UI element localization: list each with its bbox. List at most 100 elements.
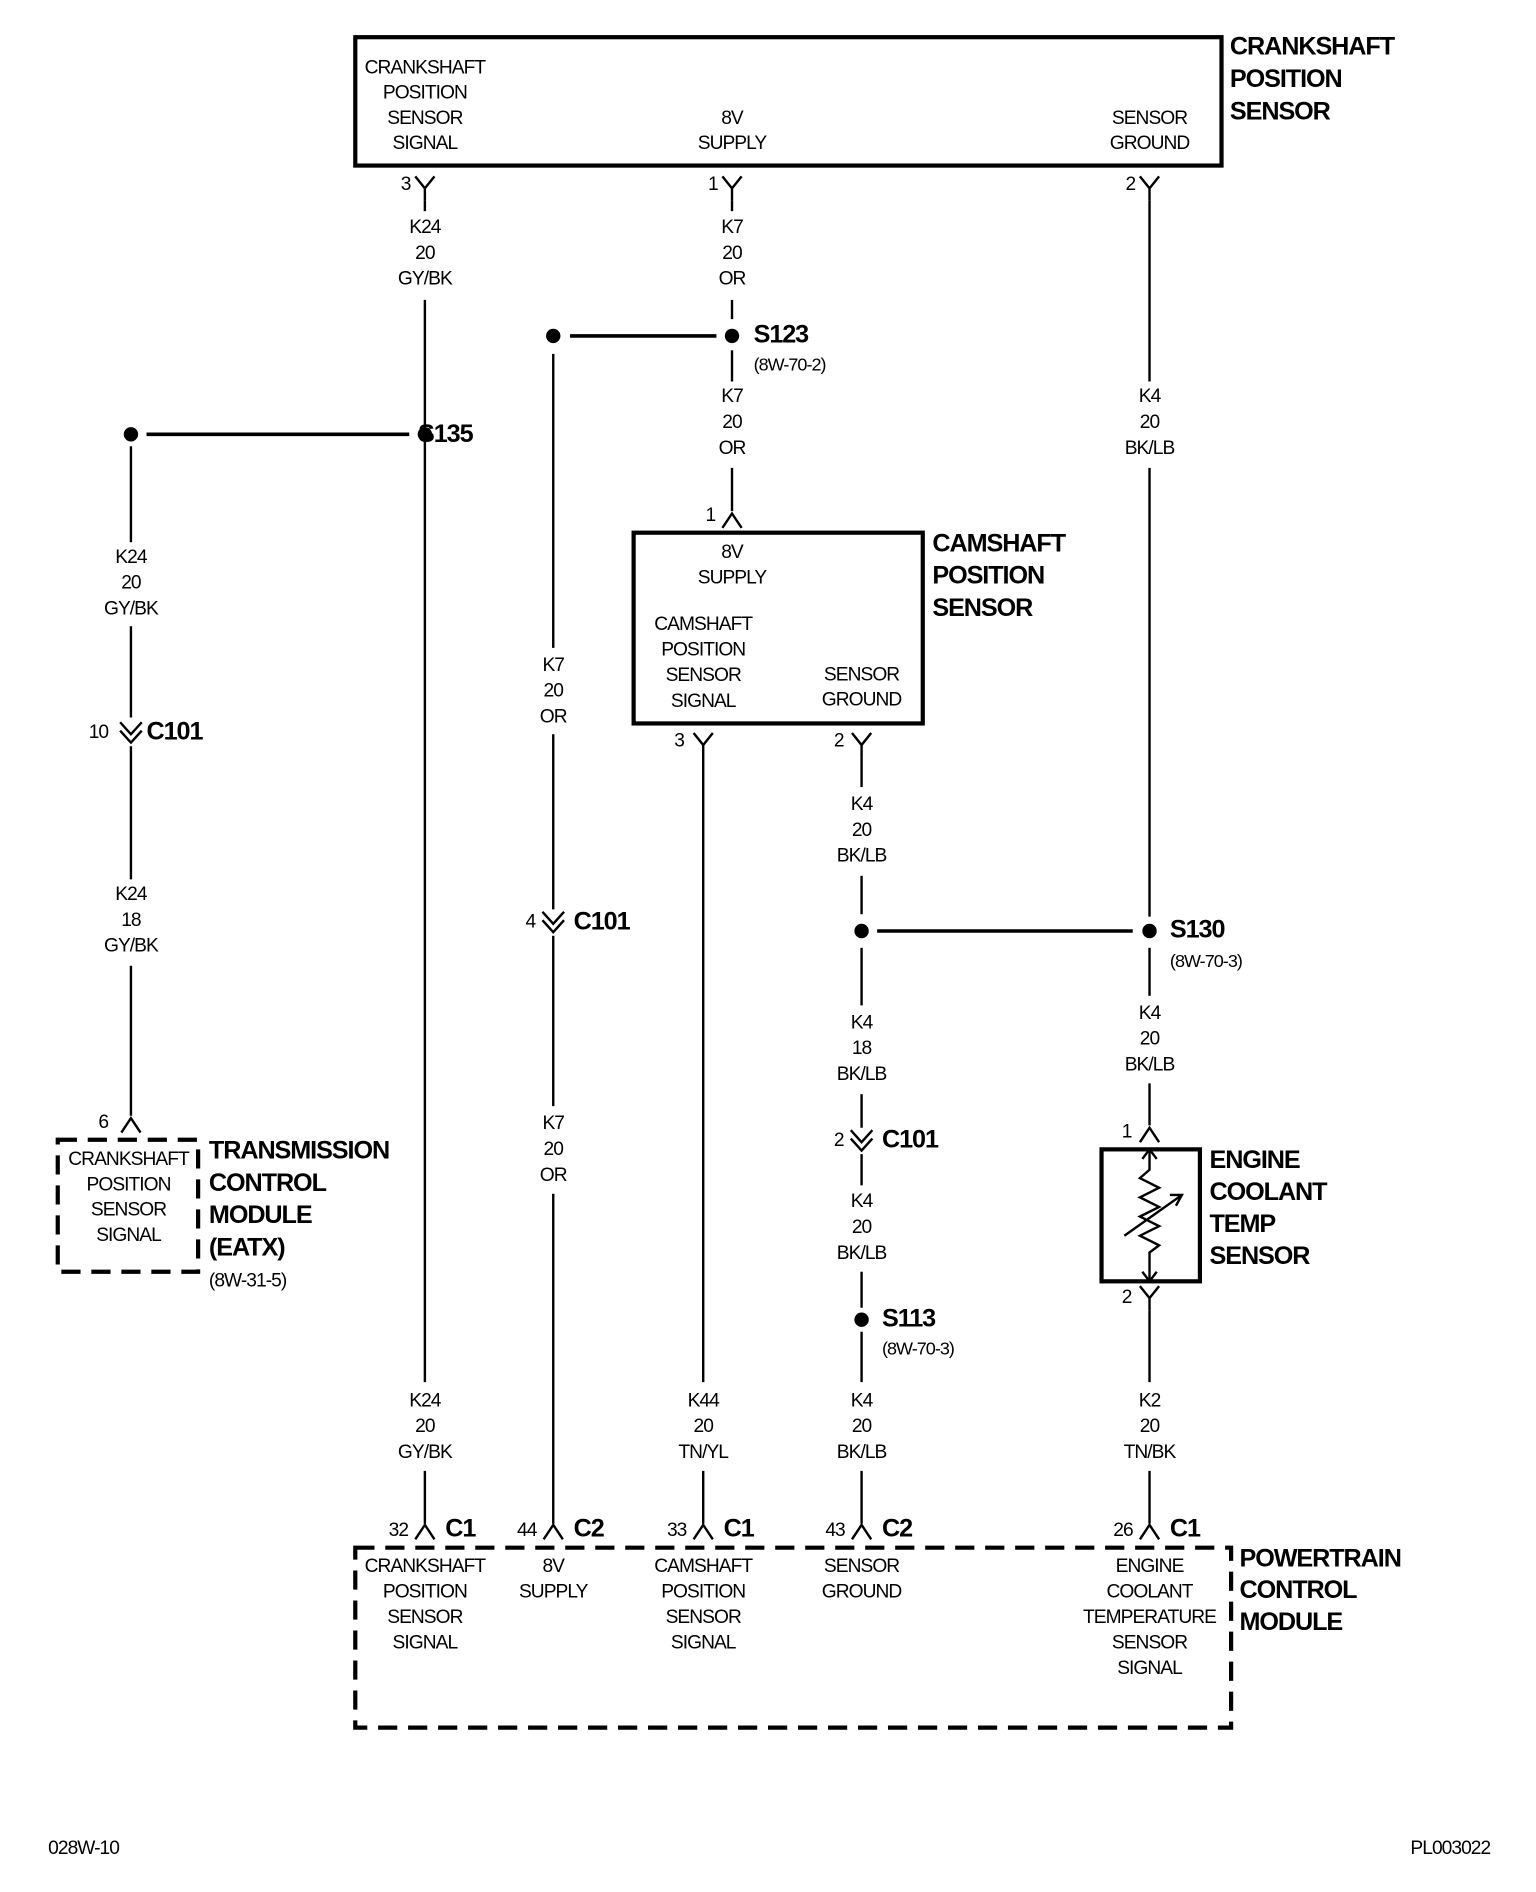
pcm-pin-label: SIGNAL: [1117, 1658, 1183, 1679]
inline-connector-label: C101: [882, 1126, 939, 1154]
camshaft-sensor-title: POSITION: [932, 562, 1044, 590]
pcm-pin-label: SIGNAL: [671, 1633, 737, 1654]
tcm-title: CONTROL: [209, 1169, 327, 1197]
wire-circuit: K7: [721, 386, 743, 407]
ect-sensor-title: ENGINE: [1210, 1146, 1300, 1174]
connector-label: C2: [574, 1514, 604, 1542]
connector-pin-icon: [1138, 1285, 1161, 1311]
tcm-ref: (8W-31-5): [209, 1270, 287, 1291]
ect-sensor-title: COOLANT: [1210, 1178, 1329, 1206]
pin-number: 43: [825, 1520, 845, 1541]
labels: CRANKSHAFT POSITION SENSOR CRANKSHAFT POSITI…: [48, 33, 1491, 1859]
pcm-pin-label: POSITION: [661, 1581, 745, 1602]
wire-gauge: 20: [544, 1139, 564, 1160]
cam-ground-label: GROUND: [822, 690, 902, 711]
wire-circuit: K7: [542, 655, 564, 676]
connector-pin-icon: [1138, 1125, 1161, 1143]
wire-color: GY/BK: [104, 599, 159, 620]
splice-s123: [724, 328, 740, 344]
wire-color: GY/BK: [398, 1442, 453, 1463]
pcm-connector-pin-icon: [1138, 1522, 1161, 1540]
pcm-pin-label: GROUND: [822, 1581, 902, 1602]
pin-number: 1: [708, 174, 718, 195]
cam-supply-label: 8V: [721, 542, 744, 563]
plate-number: PL003022: [1410, 1838, 1490, 1859]
thermistor-icon: [1137, 1149, 1162, 1282]
crank-supply-label: SUPPLY: [698, 133, 768, 154]
pin-number: 2: [834, 731, 844, 752]
wire-gauge: 20: [722, 412, 742, 433]
tcm-signal-label: CRANKSHAFT: [68, 1149, 190, 1170]
crankshaft-sensor-title: POSITION: [1230, 65, 1342, 93]
pcm-pin-label: SENSOR: [387, 1607, 462, 1628]
crank-signal-label: SIGNAL: [393, 133, 459, 154]
pin-number: 2: [1125, 174, 1135, 195]
splice-s113: [854, 1312, 869, 1327]
pcm-pin-label: CRANKSHAFT: [365, 1556, 487, 1577]
pcm-connector-pin-icon: [542, 1522, 564, 1540]
pcm-pin-label: SIGNAL: [393, 1633, 459, 1654]
wire-color: BK/LB: [837, 1243, 887, 1264]
cam-signal-label: POSITION: [661, 640, 745, 661]
splice-dot: [546, 328, 561, 344]
camshaft-sensor-title: SENSOR: [932, 594, 1033, 622]
tcm-box: [55, 1137, 201, 1274]
wire-gauge: 20: [1140, 1029, 1160, 1050]
wire-color: BK/LB: [1125, 1054, 1175, 1075]
wire-gauge: 18: [852, 1038, 872, 1059]
wire-color: OR: [540, 1165, 567, 1186]
pcm-title: MODULE: [1240, 1608, 1343, 1636]
wire-gauge: 20: [415, 1416, 435, 1437]
pin-number: 26: [1113, 1520, 1133, 1541]
pcm-pin-label: COOLANT: [1106, 1581, 1193, 1602]
tcm-title: (EATX): [209, 1234, 285, 1262]
wire-circuit: K24: [409, 1390, 442, 1411]
pcm-pin-label: CAMSHAFT: [654, 1556, 753, 1577]
splice-ref: (8W-70-2): [754, 355, 826, 375]
inline-connector-label: C101: [147, 718, 204, 746]
splice-label: S130: [1170, 916, 1225, 944]
pin-number: 32: [389, 1520, 409, 1541]
connector-pin-icon: [120, 1116, 142, 1134]
pcm-pin-label: SENSOR: [824, 1556, 899, 1577]
splice-label: S113: [882, 1304, 936, 1332]
splice-s135: [417, 427, 433, 442]
pcm-connector-pin-icon: [414, 1522, 436, 1540]
connector-label: C1: [1170, 1514, 1201, 1542]
wire-circuit: K4: [851, 1390, 874, 1411]
cam-signal-label: CAMSHAFT: [654, 614, 753, 635]
thermistor-arrowheads-icon: [1141, 1147, 1158, 1284]
splice-ref: (8W-70-3): [1170, 951, 1242, 971]
pcm-pin-label: ENGINE: [1116, 1556, 1184, 1577]
crank-signal-label: CRANKSHAFT: [365, 57, 487, 78]
inline-connector-icon: [541, 911, 565, 934]
pin-number: 2: [1122, 1287, 1132, 1308]
wire-gauge: 20: [1140, 1416, 1160, 1437]
crank-ground-label: GROUND: [1110, 133, 1190, 154]
pin-number: 2: [834, 1130, 844, 1151]
pcm-connector-pin-icon: [692, 1522, 714, 1540]
wire-circuit: K7: [542, 1113, 564, 1134]
pcm-connector-pin-icon: [850, 1522, 873, 1540]
wire-color: BK/LB: [1125, 438, 1175, 459]
wire-circuit: K4: [851, 1012, 874, 1033]
wire-color: GY/BK: [104, 936, 159, 957]
pcm-box: [353, 1545, 1234, 1730]
wire-gauge: 20: [1140, 412, 1160, 433]
splice-ref: (8W-70-3): [882, 1338, 954, 1358]
wire-color: BK/LB: [837, 1442, 887, 1463]
camshaft-sensor-box: [631, 530, 925, 726]
crankshaft-sensor-title: CRANKSHAFT: [1230, 33, 1396, 61]
cam-supply-label: SUPPLY: [698, 567, 768, 588]
tcm-title: TRANSMISSION: [209, 1136, 389, 1164]
variable-arrow-icon: [1123, 1193, 1184, 1237]
splice-dot: [854, 923, 869, 939]
ect-sensor-title: TEMP: [1210, 1210, 1276, 1238]
wire-gauge: 20: [693, 1416, 713, 1437]
tcm-signal-label: POSITION: [87, 1174, 171, 1195]
pcm-pin-label: POSITION: [383, 1581, 467, 1602]
wire-color: OR: [719, 269, 746, 290]
wire-gauge: 20: [722, 243, 742, 264]
figure-code: 028W-10: [48, 1838, 119, 1859]
crankshaft-sensor-title: SENSOR: [1230, 97, 1331, 125]
